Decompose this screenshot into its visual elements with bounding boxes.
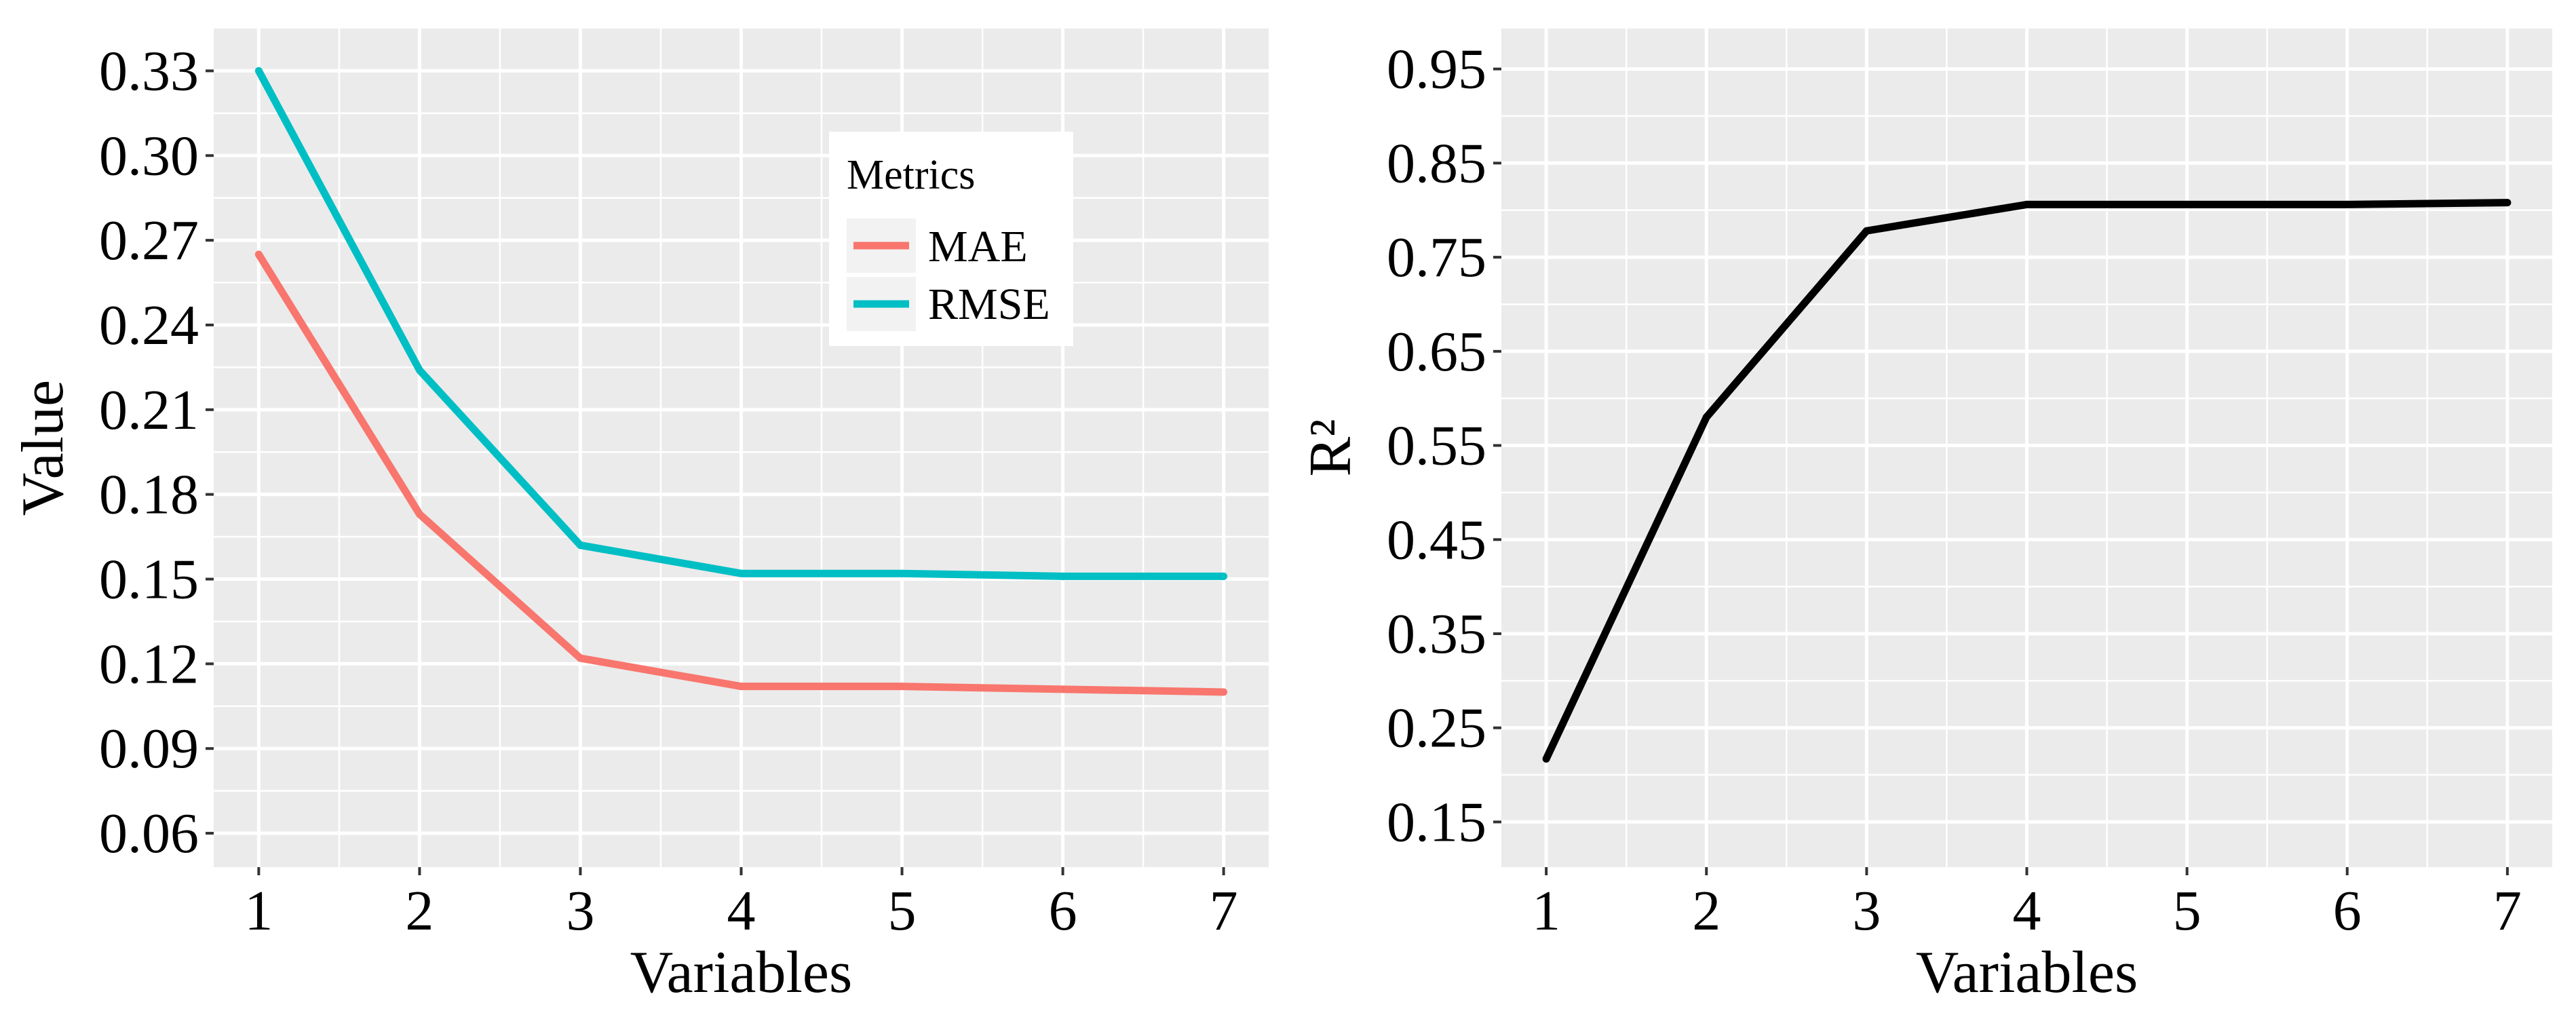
y-tick-label: 0.24 bbox=[99, 294, 199, 357]
data-point-rmse bbox=[898, 569, 906, 577]
data-point-rmse bbox=[1059, 572, 1067, 580]
data-point-mae bbox=[737, 683, 745, 691]
series-lines-left bbox=[254, 66, 1228, 696]
y-tick-label: 0.21 bbox=[99, 379, 199, 442]
series-lines-right bbox=[1542, 199, 2512, 763]
x-tick-label: 3 bbox=[1852, 879, 1881, 942]
y-tick-label: 0.12 bbox=[99, 632, 199, 695]
data-point-mae bbox=[254, 250, 263, 259]
data-point-rmse bbox=[1220, 572, 1228, 580]
x-tick-label: 3 bbox=[566, 879, 594, 942]
gridlines-right bbox=[1501, 28, 2552, 867]
data-point-mae bbox=[1220, 688, 1228, 696]
legend: Metrics MAE RMSE bbox=[829, 132, 1073, 346]
x-tick-label: 6 bbox=[2333, 879, 2362, 942]
data-point-rmse bbox=[415, 366, 423, 375]
legend-label-rmse: RMSE bbox=[928, 280, 1050, 329]
x-tick-label: 7 bbox=[1210, 879, 1238, 942]
x-tick-label: 2 bbox=[1692, 879, 1720, 942]
x-tick-label: 2 bbox=[405, 879, 434, 942]
x-tick-label: 7 bbox=[2493, 879, 2522, 942]
x-axis-title-left: Variables bbox=[630, 940, 852, 1006]
x-tick-label: 6 bbox=[1049, 879, 1077, 942]
y-tick-label: 0.75 bbox=[1387, 226, 1486, 289]
y-tick-label: 0.35 bbox=[1387, 603, 1486, 666]
legend-title: Metrics bbox=[847, 152, 975, 198]
chart-left: 0.06 0.09 0.12 0.15 0.18 0.21 0.24 0.27 0.30 0.33… bbox=[10, 28, 1269, 1006]
y-tick-label: 0.18 bbox=[99, 463, 199, 527]
y-tick-label: 0.09 bbox=[99, 717, 199, 780]
data-point-mae bbox=[576, 654, 584, 662]
x-tick-label: 4 bbox=[2013, 879, 2041, 942]
data-point-r bbox=[1542, 754, 1550, 763]
data-point-mae bbox=[1059, 685, 1067, 693]
axis-ticks-left: 0.06 0.09 0.12 0.15 0.18 0.21 0.24 0.27 0.30 0.33… bbox=[99, 39, 1238, 942]
y-tick-label: 0.85 bbox=[1387, 132, 1486, 195]
x-tick-label: 4 bbox=[727, 879, 756, 942]
y-tick-label: 0.15 bbox=[99, 548, 199, 611]
x-tick-label: 5 bbox=[888, 879, 917, 942]
data-point-mae bbox=[898, 683, 906, 691]
data-point-rmse bbox=[737, 569, 745, 577]
x-axis-title-right: Variables bbox=[1916, 940, 2138, 1006]
data-point-r bbox=[2343, 200, 2351, 208]
x-tick-label: 1 bbox=[244, 879, 273, 942]
y-axis-title-left: Value bbox=[10, 380, 76, 516]
data-point-rmse bbox=[254, 66, 263, 75]
y-tick-label: 0.06 bbox=[99, 802, 199, 865]
y-tick-label: 0.25 bbox=[1387, 697, 1486, 760]
chart-right: 0.15 0.25 0.35 0.45 0.55 0.65 0.75 0.85 0.95 1 2 3 4… bbox=[1298, 28, 2552, 1006]
y-axis-title-right: R² bbox=[1298, 419, 1364, 476]
data-point-r bbox=[2503, 199, 2512, 207]
data-point-r bbox=[2183, 200, 2191, 208]
x-tick-label: 1 bbox=[1532, 879, 1560, 942]
legend-label-mae: MAE bbox=[928, 222, 1028, 271]
y-tick-label: 0.65 bbox=[1387, 320, 1486, 383]
data-point-r bbox=[1702, 413, 1710, 421]
data-point-rmse bbox=[576, 541, 584, 550]
data-point-r bbox=[1862, 227, 1870, 235]
data-point-mae bbox=[415, 510, 423, 518]
y-tick-label: 0.45 bbox=[1387, 508, 1486, 571]
y-tick-label: 0.95 bbox=[1387, 38, 1486, 101]
y-tick-label: 0.55 bbox=[1387, 415, 1486, 478]
axis-ticks-right: 0.15 0.25 0.35 0.45 0.55 0.65 0.75 0.85 0.95 1 2 3 4… bbox=[1387, 38, 2522, 942]
x-tick-label: 5 bbox=[2173, 879, 2202, 942]
y-tick-label: 0.33 bbox=[99, 39, 199, 102]
y-tick-label: 0.15 bbox=[1387, 790, 1486, 854]
y-tick-label: 0.30 bbox=[99, 124, 199, 187]
y-tick-label: 0.27 bbox=[99, 209, 199, 272]
data-point-r bbox=[2023, 200, 2031, 208]
